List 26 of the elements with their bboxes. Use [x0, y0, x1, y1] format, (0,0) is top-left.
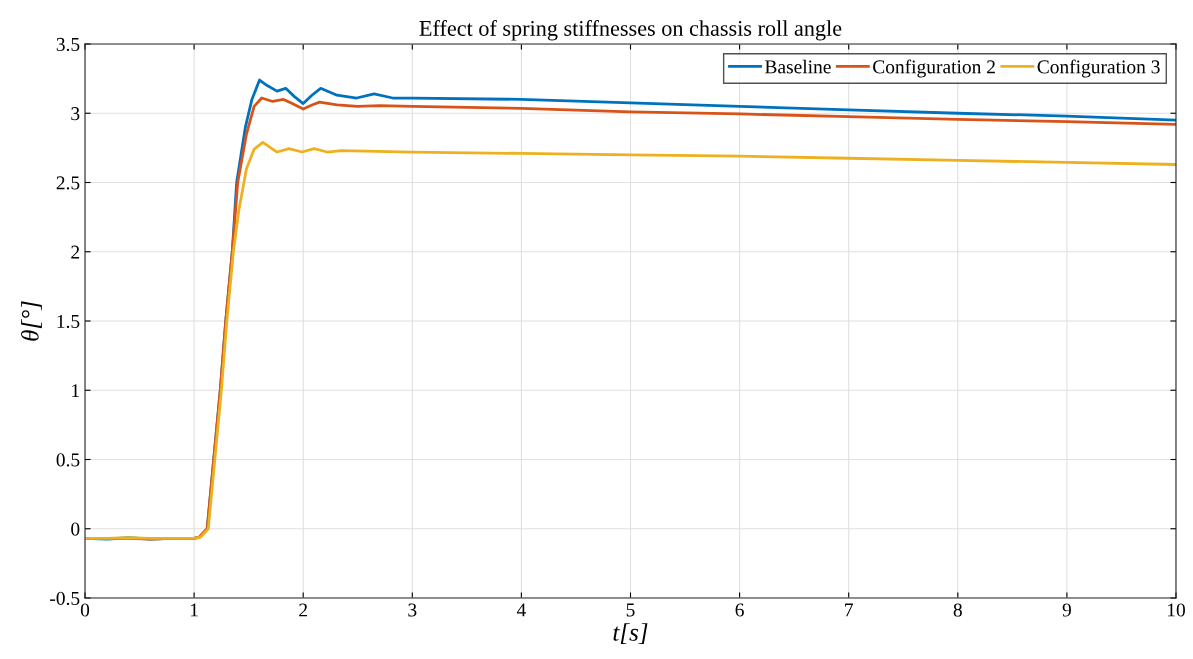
y-tick-label: 2.5	[56, 176, 80, 190]
y-tick-label: 3	[71, 107, 80, 121]
legend-label: Configuration 2	[873, 59, 995, 78]
y-tick-label: 2	[71, 245, 80, 259]
y-tick-label: -0.5	[50, 591, 80, 606]
y-axis-title: θ[°]	[21, 301, 42, 341]
x-tick-label: 8	[953, 603, 962, 617]
x-tick-label: 2	[299, 603, 307, 617]
x-tick-label: 5	[626, 603, 635, 617]
chart-title: Effect of spring stiffnesses on chassis roll angle	[419, 20, 842, 41]
legend-label: Configuration 3	[1037, 59, 1160, 78]
x-tick-label: 1	[190, 603, 198, 617]
y-tick-label: 1.5	[57, 314, 80, 329]
x-tick-label: 6	[735, 603, 744, 617]
x-tick-label: 7	[845, 603, 853, 617]
x-axis-title: t[s]	[613, 623, 648, 644]
y-tick-label: 0.5	[56, 453, 80, 467]
y-tick-label: 3.5	[56, 37, 80, 52]
y-tick-label: 0	[71, 522, 80, 536]
x-tick-label: 4	[516, 603, 526, 617]
x-tick-label: 10	[1167, 603, 1185, 617]
x-tick-label: 9	[1062, 603, 1071, 617]
x-tick-label: 3	[408, 603, 417, 617]
x-tick-label: 0	[80, 603, 90, 617]
legend-label: Baseline	[765, 59, 831, 74]
y-tick-label: 1	[72, 384, 79, 397]
